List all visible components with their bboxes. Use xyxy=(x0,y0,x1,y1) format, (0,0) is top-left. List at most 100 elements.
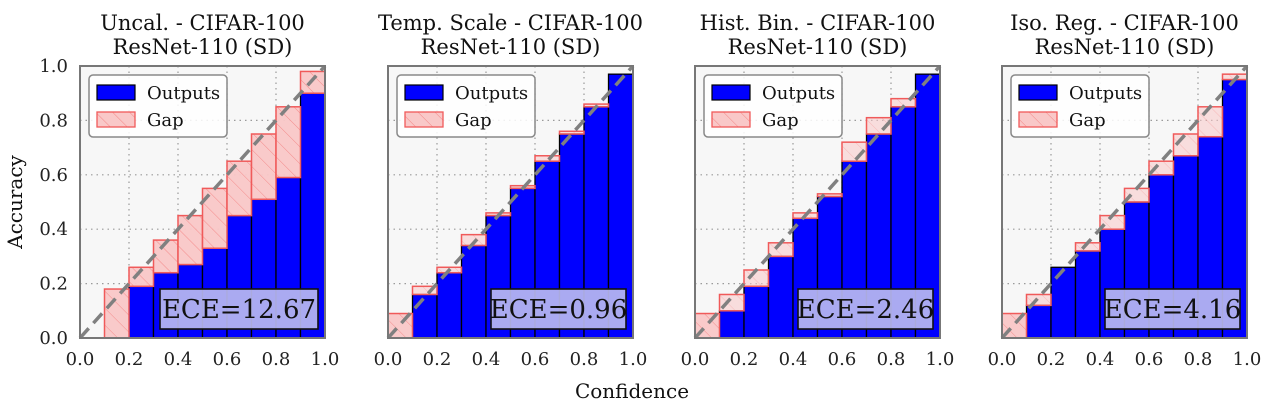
ece-box xyxy=(797,288,934,330)
output-bar xyxy=(718,310,745,339)
gap-bar xyxy=(534,155,561,162)
chart-subtitle: ResNet-110 (SD) xyxy=(421,35,601,59)
x-tick-label: 0.8 xyxy=(570,349,599,370)
perfect-calibration-line xyxy=(1000,64,1249,340)
x-tick-label: 0.2 xyxy=(115,349,144,370)
legend-label-outputs: Outputs xyxy=(147,83,220,104)
x-tick-label: 1.0 xyxy=(619,349,648,370)
chart-title: Iso. Reg. - CIFAR-100 xyxy=(1010,11,1239,35)
legend-label-gap: Gap xyxy=(1069,110,1106,131)
gap-bar xyxy=(1025,293,1052,307)
output-bar xyxy=(767,255,794,339)
gap-bar xyxy=(460,233,487,247)
ece-box xyxy=(1104,288,1241,330)
ece-box xyxy=(159,288,319,330)
output-bar xyxy=(1025,304,1052,339)
gap-bar xyxy=(816,193,843,198)
output-bar xyxy=(460,244,487,339)
x-tick-label: 0.0 xyxy=(374,349,403,370)
legend-swatch-gap xyxy=(711,111,751,128)
plot-frame xyxy=(694,65,941,339)
x-tick-label: 1.0 xyxy=(311,349,340,370)
y-tick-label: 0.0 xyxy=(39,328,68,349)
output-bar xyxy=(411,293,438,339)
legend-label-outputs: Outputs xyxy=(455,83,528,104)
plot-frame xyxy=(387,65,634,339)
gap-bar xyxy=(865,116,892,135)
gap-bar xyxy=(411,285,438,296)
legend-label-outputs: Outputs xyxy=(762,83,835,104)
gap-bar xyxy=(299,70,326,94)
x-tick-label: 0.6 xyxy=(1135,349,1164,370)
x-tick-label: 0.6 xyxy=(521,349,550,370)
x-tick-label: 0.0 xyxy=(681,349,710,370)
gap-bar xyxy=(103,288,130,339)
legend-swatch-outputs xyxy=(1018,84,1058,101)
output-bar xyxy=(1050,266,1077,339)
legend-label-gap: Gap xyxy=(762,110,799,131)
ece-label: ECE=4.16 xyxy=(1104,295,1242,325)
legend-swatch-outputs xyxy=(404,84,444,101)
plot-frame xyxy=(1001,65,1248,339)
ece-box xyxy=(490,288,627,330)
chart-title: Temp. Scale - CIFAR-100 xyxy=(378,11,643,35)
chart-title: Hist. Bin. - CIFAR-100 xyxy=(700,11,936,35)
x-tick-label: 0.8 xyxy=(877,349,906,370)
legend-swatch-gap xyxy=(1018,111,1058,128)
x-tick-label: 0.2 xyxy=(1037,349,1066,370)
y-tick-label: 0.2 xyxy=(39,274,68,295)
output-bar xyxy=(128,285,155,339)
y-axis-label: Accuracy xyxy=(3,154,27,249)
legend-label-gap: Gap xyxy=(455,110,492,131)
gap-bar xyxy=(558,130,585,135)
perfect-calibration-line xyxy=(386,64,635,340)
x-tick-label: 0.0 xyxy=(988,349,1017,370)
output-bar xyxy=(743,285,770,339)
x-tick-label: 0.4 xyxy=(164,349,193,370)
legend-swatch-outputs xyxy=(96,84,136,101)
chart-subtitle: ResNet-110 (SD) xyxy=(113,35,293,59)
x-tick-label: 1.0 xyxy=(1233,349,1262,370)
chart-subtitle: ResNet-110 (SD) xyxy=(728,35,908,59)
x-tick-label: 0.6 xyxy=(213,349,242,370)
legend-label-outputs: Outputs xyxy=(1069,83,1142,104)
ece-label: ECE=2.46 xyxy=(797,295,935,325)
chart-title: Uncal. - CIFAR-100 xyxy=(100,11,305,35)
gap-bar xyxy=(128,266,155,288)
output-bar xyxy=(436,272,463,339)
x-tick-label: 0.2 xyxy=(730,349,759,370)
ece-label: ECE=0.96 xyxy=(490,295,628,325)
perfect-calibration-line xyxy=(693,64,942,340)
x-tick-label: 0.8 xyxy=(262,349,291,370)
gap-bar xyxy=(718,293,745,312)
gap-bar xyxy=(177,214,204,266)
x-tick-label: 0.8 xyxy=(1184,349,1213,370)
x-tick-label: 0.4 xyxy=(779,349,808,370)
x-tick-label: 0.6 xyxy=(828,349,857,370)
gap-bar xyxy=(275,106,302,179)
output-bar xyxy=(1074,250,1101,339)
gap-bar xyxy=(1148,160,1175,176)
x-tick-label: 0.2 xyxy=(423,349,452,370)
x-tick-label: 1.0 xyxy=(926,349,955,370)
x-tick-label: 0.0 xyxy=(66,349,95,370)
legend-swatch-gap xyxy=(96,111,136,128)
gap-bar xyxy=(1197,106,1224,138)
x-tick-label: 0.4 xyxy=(1086,349,1115,370)
x-tick-label: 0.4 xyxy=(472,349,501,370)
chart-subtitle: ResNet-110 (SD) xyxy=(1035,35,1215,59)
legend-swatch-gap xyxy=(404,111,444,128)
y-tick-label: 0.4 xyxy=(39,219,68,240)
y-tick-label: 0.6 xyxy=(39,165,68,186)
x-axis-label: Confidence xyxy=(575,379,689,403)
legend-label-gap: Gap xyxy=(147,110,184,131)
ece-label: ECE=12.67 xyxy=(162,295,316,325)
perfect-calibration-line xyxy=(78,64,327,340)
legend-swatch-outputs xyxy=(711,84,751,101)
plot-frame xyxy=(79,65,326,339)
y-tick-label: 0.8 xyxy=(39,110,68,131)
